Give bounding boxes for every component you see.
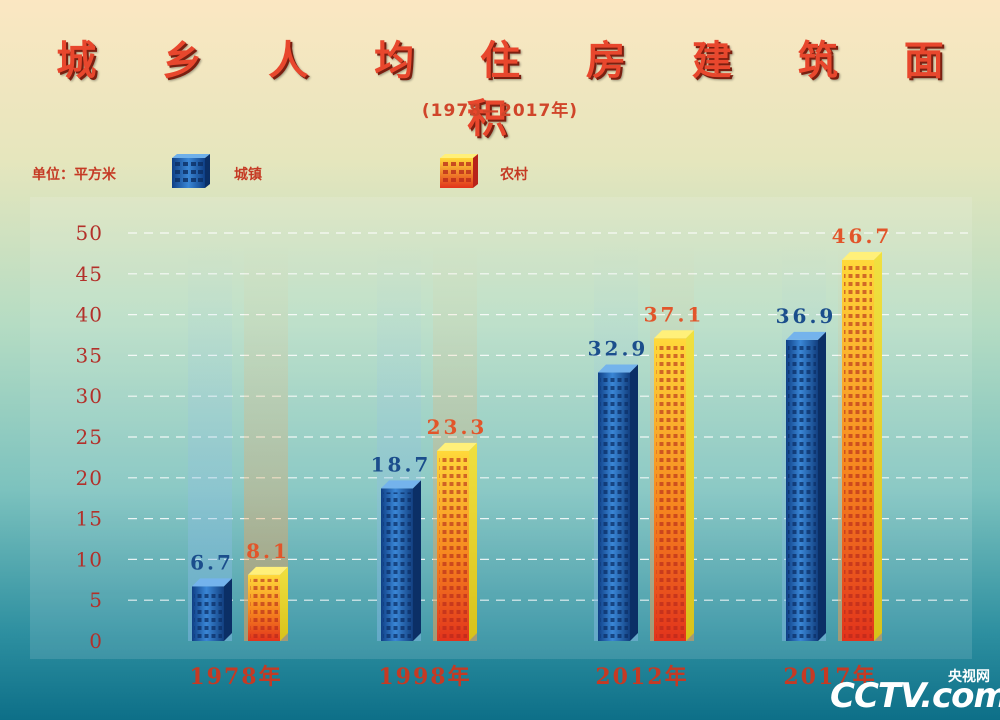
y-tick-label: 30 — [76, 384, 103, 408]
chart-title: 城 乡 人 均 住 房 建 筑 面 积 — [56, 38, 970, 142]
data-label-urban: 18.7 — [371, 452, 432, 476]
y-tick-label: 0 — [89, 629, 103, 653]
watermark-text: CCTV.com — [830, 676, 1000, 716]
bar-rural — [654, 330, 694, 641]
bar-rural — [248, 566, 288, 641]
data-label-rural: 8.1 — [246, 539, 290, 563]
y-tick-label: 45 — [76, 262, 103, 286]
data-label-urban: 36.9 — [776, 304, 837, 328]
y-tick-label: 10 — [76, 547, 103, 571]
unit-label: 单位：平方米 — [32, 167, 116, 183]
bar-urban — [786, 331, 826, 641]
y-tick-label: 50 — [76, 221, 103, 245]
legend-swatch-rural — [440, 154, 478, 188]
watermark-subtext: 央视网 — [948, 669, 990, 685]
data-label-urban: 6.7 — [190, 550, 234, 574]
bar-urban — [598, 364, 638, 641]
data-label-rural: 37.1 — [644, 302, 705, 326]
y-tick-label: 25 — [76, 425, 103, 449]
legend-label-urban: 城镇 — [234, 167, 262, 183]
y-tick-label: 5 — [89, 588, 103, 612]
chart-subtitle: (1978—2017年) — [421, 101, 579, 121]
bar-rural — [842, 251, 882, 642]
legend-label-rural: 农村 — [500, 167, 528, 183]
data-label-urban: 32.9 — [588, 337, 649, 361]
x-category-label: 2017年 — [783, 664, 876, 690]
bar-urban — [192, 578, 232, 641]
y-tick-label: 40 — [76, 303, 103, 327]
bar-rural — [437, 442, 477, 641]
y-tick-label: 20 — [76, 466, 103, 490]
y-tick-label: 15 — [76, 507, 103, 531]
data-label-rural: 46.7 — [832, 224, 893, 248]
data-label-rural: 23.3 — [427, 415, 488, 439]
cctv-watermark-logo: CCTV.com 央视网 — [830, 664, 1000, 716]
x-category-label: 2012年 — [595, 664, 688, 690]
bar-urban — [381, 480, 421, 641]
x-category-label: 1998年 — [378, 664, 471, 690]
legend-swatch-urban — [172, 154, 210, 188]
bar-glow — [188, 245, 232, 641]
x-category-label: 1978年 — [189, 664, 282, 690]
y-tick-label: 35 — [76, 343, 103, 367]
